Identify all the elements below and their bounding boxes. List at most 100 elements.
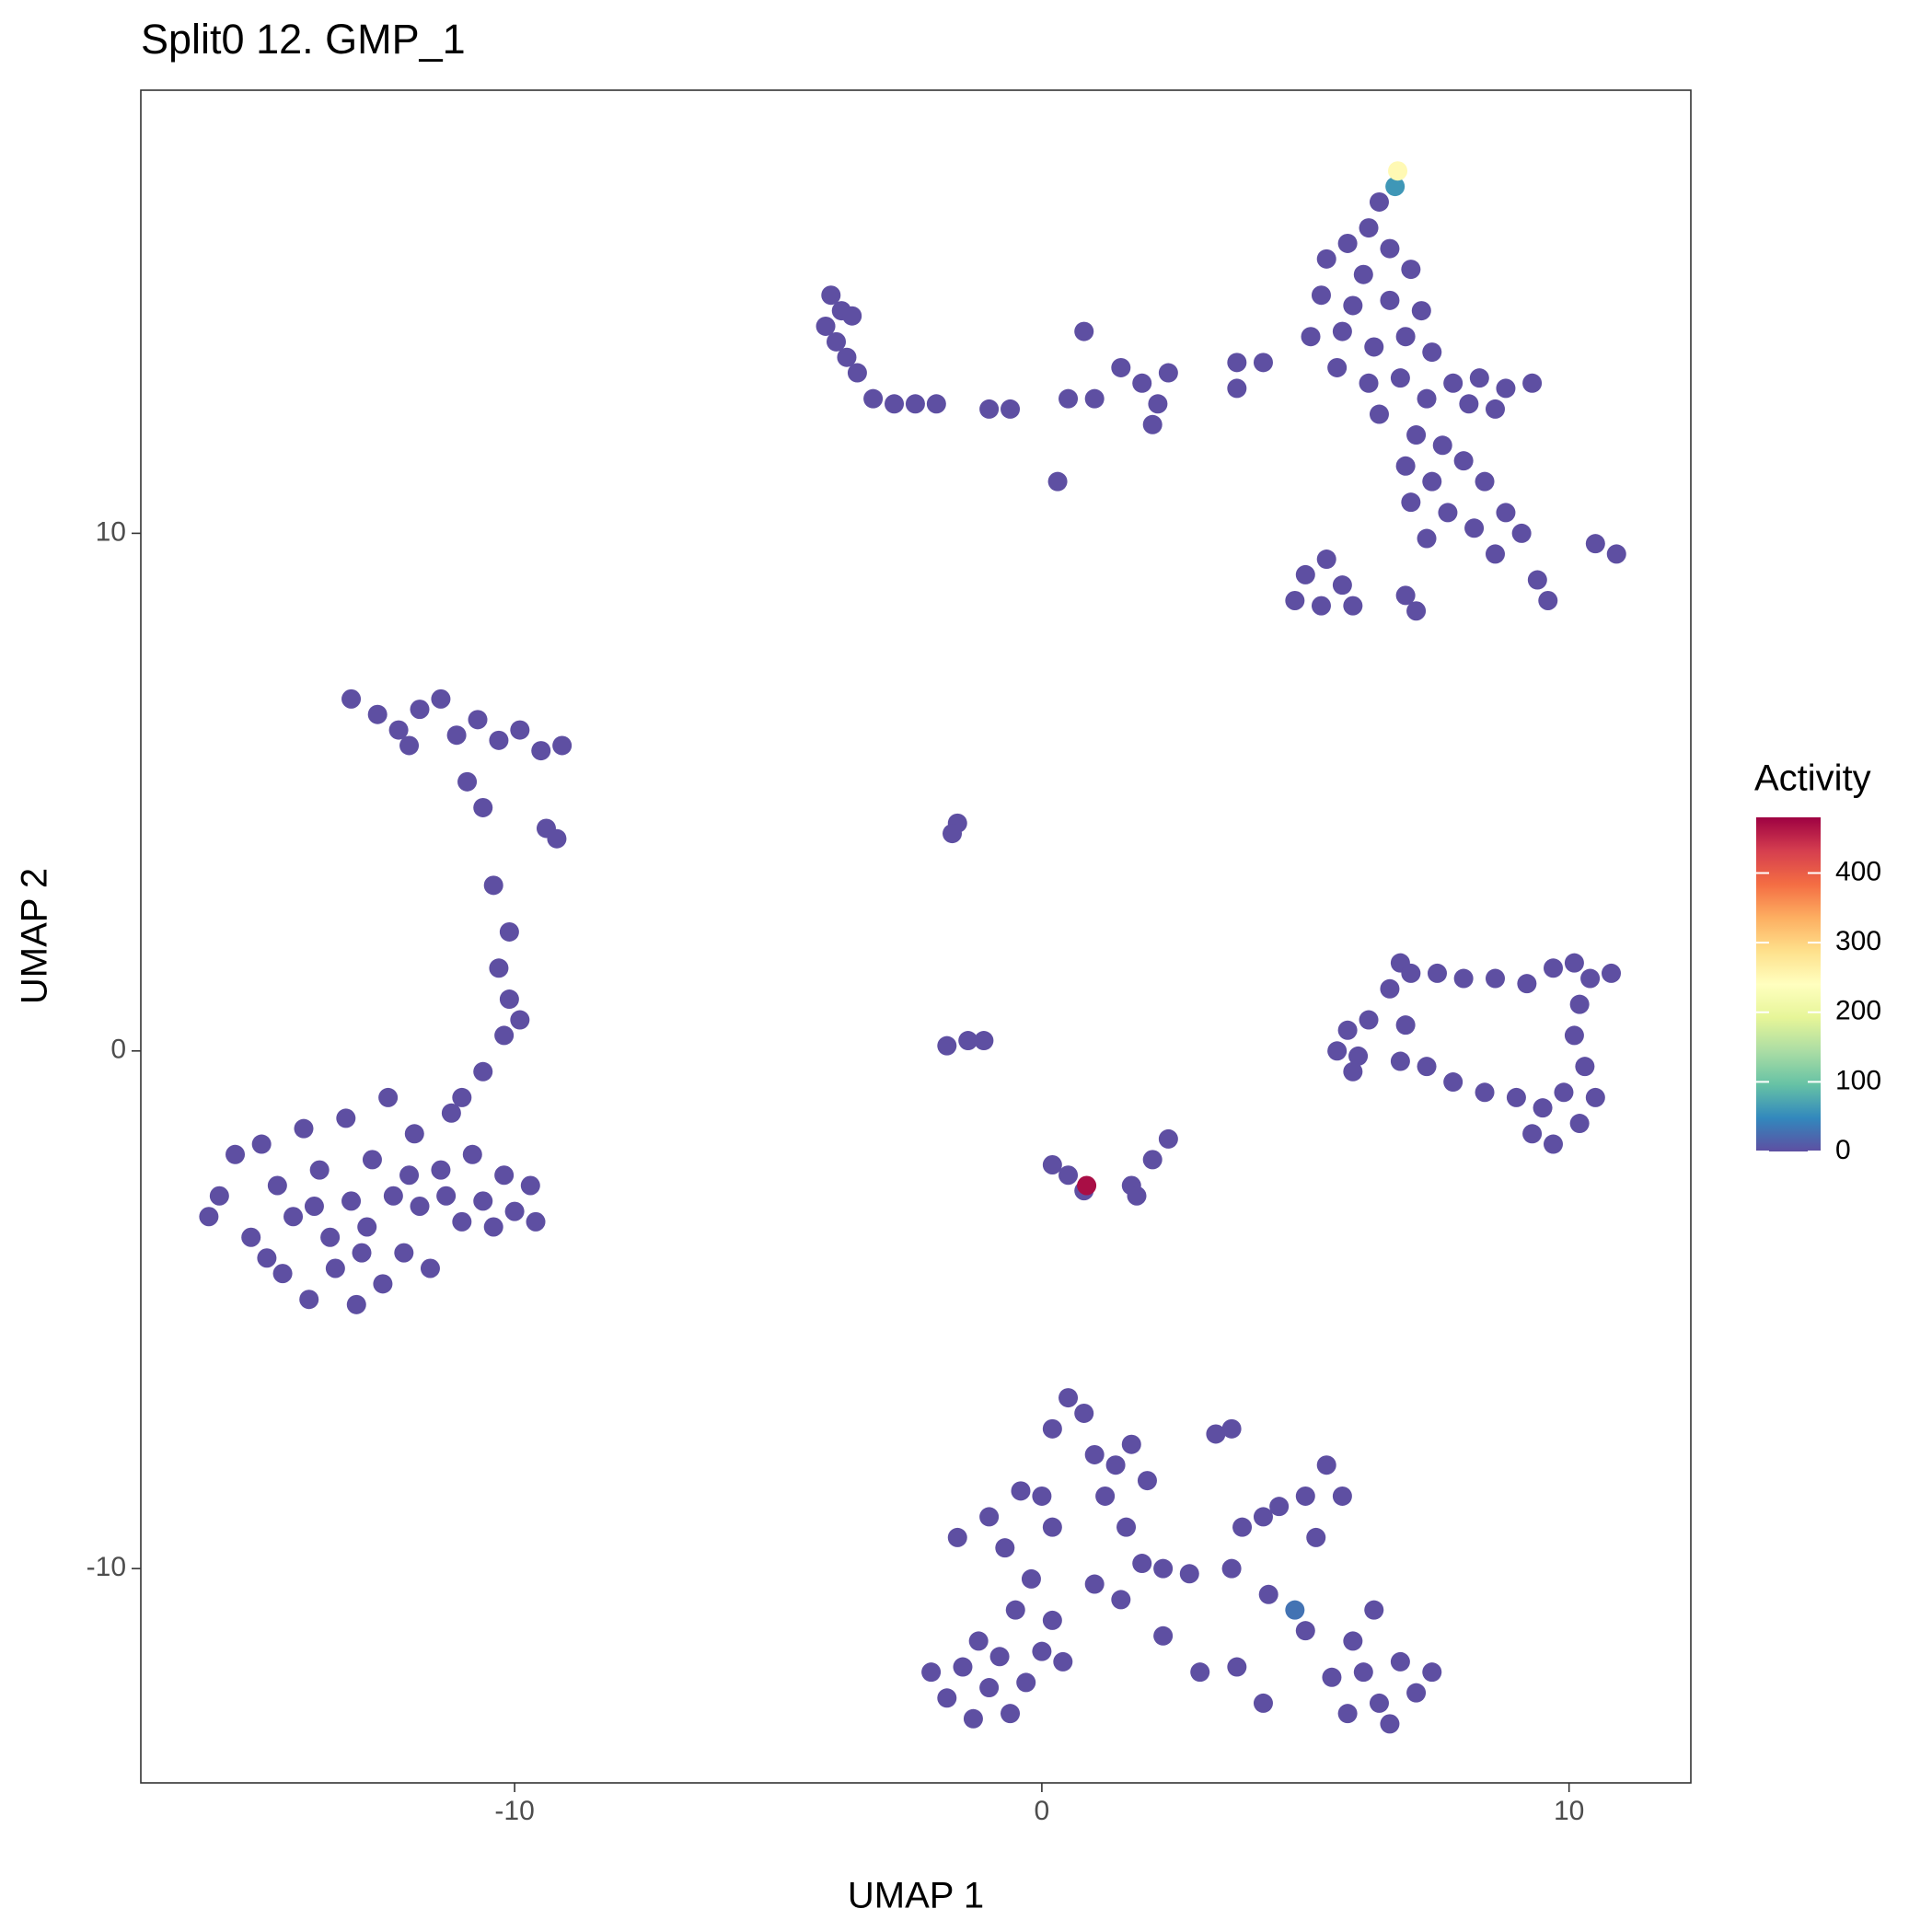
point	[1606, 544, 1626, 564]
point	[1406, 1683, 1427, 1703]
point	[404, 1124, 424, 1144]
point	[1253, 1507, 1273, 1527]
point	[1422, 1662, 1442, 1683]
point	[1369, 1693, 1389, 1713]
point	[1538, 591, 1558, 611]
point	[483, 1217, 503, 1237]
y-tick-label: 0	[110, 1035, 126, 1065]
point	[473, 1061, 493, 1082]
point	[452, 1211, 472, 1232]
point	[1544, 958, 1564, 978]
point	[1059, 1165, 1079, 1186]
point	[1564, 1025, 1584, 1046]
x-tick-label: 10	[1554, 1796, 1584, 1826]
point	[1385, 177, 1406, 197]
point	[1074, 321, 1094, 341]
point	[226, 1144, 246, 1164]
point	[373, 1274, 393, 1294]
point	[1380, 1714, 1400, 1734]
point	[905, 394, 925, 414]
point	[1522, 373, 1543, 393]
point	[937, 1688, 957, 1708]
point	[953, 1657, 973, 1677]
point	[827, 331, 847, 352]
point	[1506, 1087, 1526, 1107]
point	[1053, 1651, 1073, 1672]
point	[1511, 523, 1532, 543]
point	[510, 720, 530, 740]
point	[462, 1144, 482, 1164]
point	[1158, 363, 1178, 383]
point	[1337, 233, 1358, 253]
point	[1111, 357, 1131, 377]
point	[1021, 1568, 1041, 1589]
point	[1153, 1625, 1174, 1646]
point	[1343, 295, 1363, 316]
point	[1059, 388, 1079, 409]
colorbar	[1756, 817, 1821, 1151]
point	[1074, 1403, 1094, 1423]
point	[974, 1031, 994, 1051]
point	[1380, 978, 1400, 999]
point	[1459, 394, 1479, 414]
point	[241, 1227, 261, 1247]
point	[267, 1175, 287, 1196]
point	[1179, 1564, 1199, 1584]
point	[1316, 550, 1336, 570]
point	[926, 394, 946, 414]
point	[272, 1264, 293, 1284]
chart-title: Split0 12. GMP_1	[141, 16, 466, 63]
point	[1153, 1558, 1174, 1579]
point	[1359, 373, 1379, 393]
point	[1533, 1098, 1553, 1118]
point	[1417, 1057, 1437, 1077]
point	[1585, 534, 1605, 554]
point	[1111, 1590, 1131, 1610]
colorbar-tick-label: 0	[1835, 1135, 1851, 1165]
point	[1417, 388, 1437, 409]
point	[388, 720, 409, 740]
point	[357, 1217, 377, 1237]
point	[1295, 1621, 1315, 1641]
point	[399, 735, 420, 756]
point	[436, 1186, 457, 1206]
point	[885, 394, 905, 414]
point	[1485, 399, 1505, 419]
point	[499, 921, 519, 942]
point	[1432, 435, 1452, 456]
point	[1369, 404, 1389, 424]
point	[1388, 161, 1408, 181]
point	[452, 1087, 472, 1107]
point	[1337, 1704, 1358, 1724]
point	[1295, 564, 1315, 584]
point	[431, 1160, 451, 1180]
colorbar-tick-label: 200	[1835, 996, 1881, 1026]
point	[457, 771, 478, 792]
point	[1332, 575, 1352, 596]
point	[1316, 1455, 1336, 1475]
point	[979, 399, 1000, 419]
point	[257, 1248, 277, 1268]
point	[968, 1631, 989, 1651]
point	[510, 1010, 530, 1030]
point	[1417, 528, 1437, 549]
point	[1485, 544, 1505, 564]
point	[1285, 591, 1305, 611]
point	[441, 1103, 461, 1123]
point	[1380, 238, 1400, 259]
point	[1059, 1388, 1079, 1408]
point	[1406, 601, 1427, 621]
point	[1343, 1061, 1363, 1082]
point	[473, 797, 493, 817]
point	[341, 688, 362, 709]
point	[1475, 471, 1495, 492]
point	[410, 700, 430, 720]
point	[1206, 1424, 1226, 1444]
point	[1359, 1010, 1379, 1030]
point	[1285, 1600, 1305, 1620]
point	[1527, 570, 1547, 590]
point	[294, 1118, 314, 1139]
point	[1522, 1124, 1543, 1144]
